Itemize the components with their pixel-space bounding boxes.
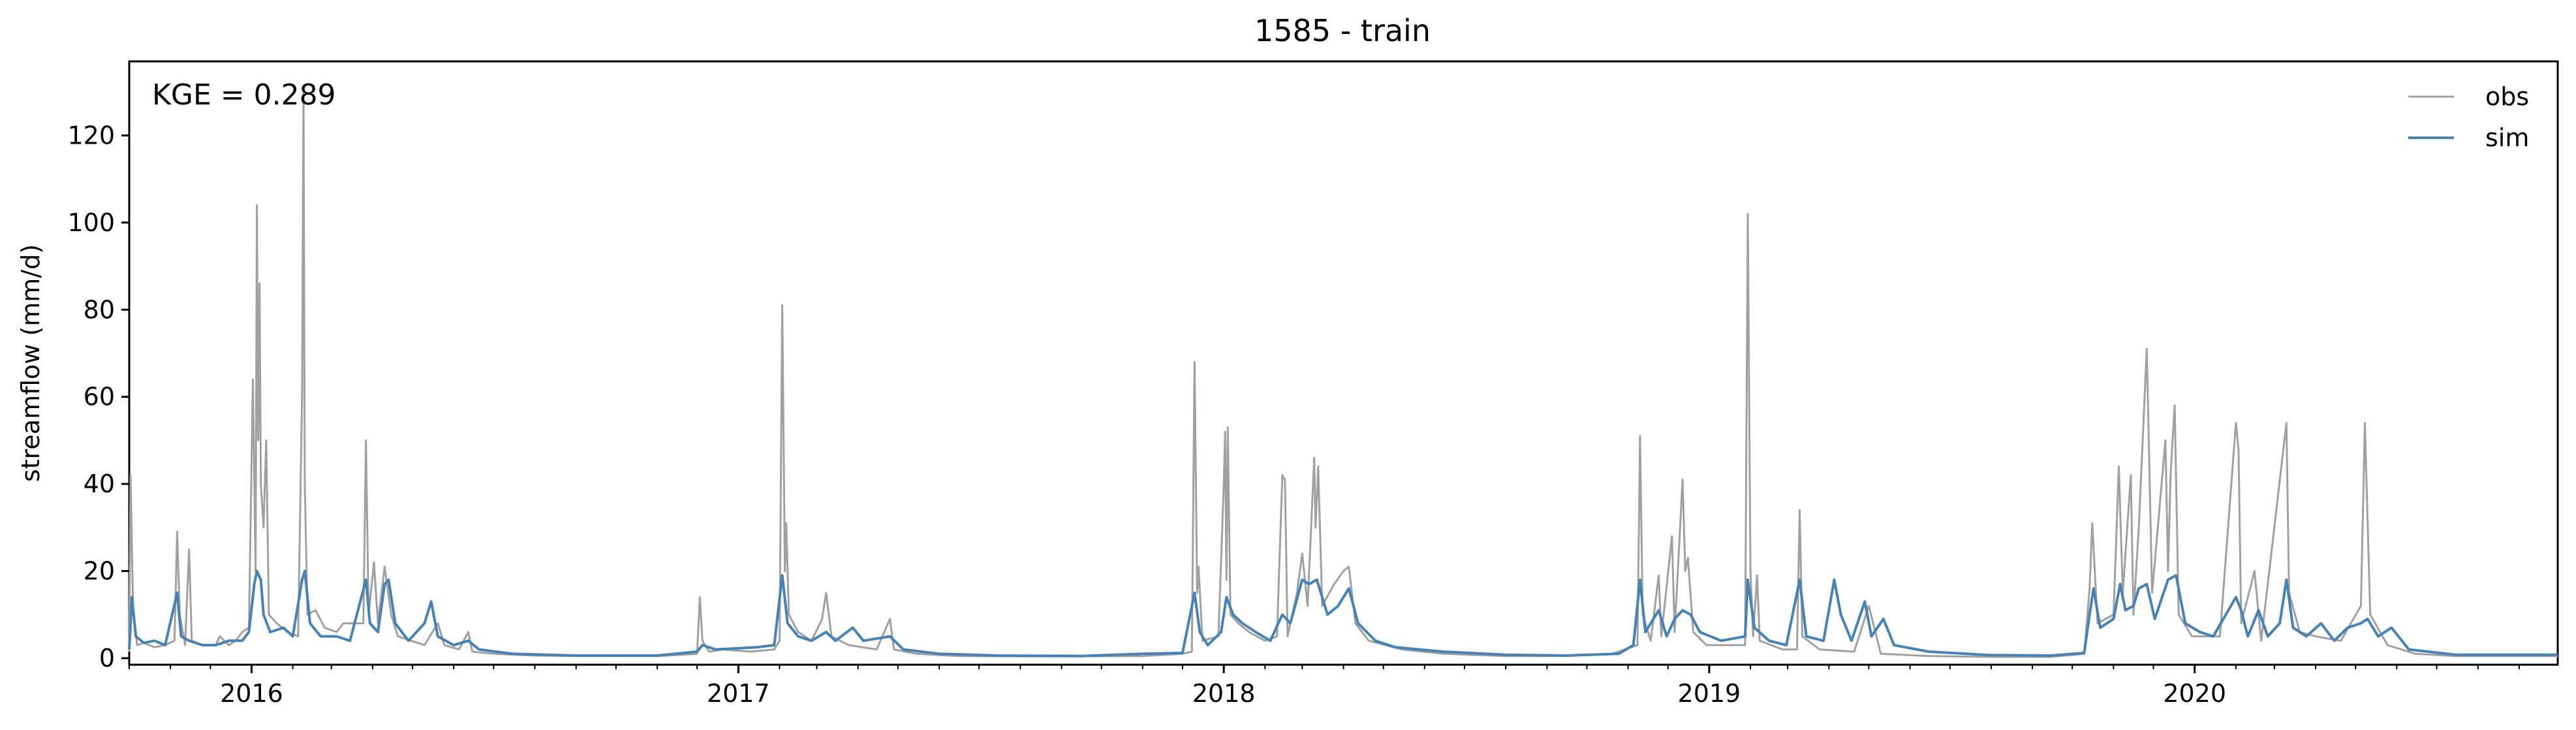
plot-area: 0 20 40 60 80 100 120 2016 2017 2018 2019 2020	[67, 60, 2559, 708]
legend-obs-label: obs	[2485, 82, 2529, 111]
legend-sim-label: sim	[2485, 123, 2529, 152]
y-tick-label: 100	[67, 208, 115, 237]
x-tick-label: 2020	[2163, 679, 2226, 708]
x-tick-label: 2018	[1192, 679, 1256, 708]
y-tick-label: 120	[67, 121, 115, 150]
y-tick-label: 40	[84, 469, 115, 498]
x-tick-label: 2016	[220, 679, 283, 708]
y-axis-label: streamflow (mm/d)	[16, 244, 45, 482]
series-obs-line	[128, 91, 2558, 658]
kge-annotation: KGE = 0.289	[152, 78, 336, 112]
y-tick-label: 20	[84, 557, 115, 586]
y-tick-label: 0	[99, 644, 115, 673]
x-tick-label: 2019	[1678, 679, 1741, 708]
x-tick-label: 2017	[707, 679, 770, 708]
plot-frame	[128, 60, 2559, 666]
chart-title: 1585 - train	[1254, 13, 1431, 48]
y-tick-label: 60	[84, 383, 115, 411]
x-axis: 2016 2017 2018 2019 2020	[129, 665, 2520, 708]
y-tick-label: 80	[84, 295, 115, 324]
legend: obs sim	[2408, 82, 2529, 152]
series-layer	[128, 91, 2558, 658]
series-sim-line	[128, 569, 2558, 658]
y-axis: 0 20 40 60 80 100 120	[67, 121, 129, 673]
